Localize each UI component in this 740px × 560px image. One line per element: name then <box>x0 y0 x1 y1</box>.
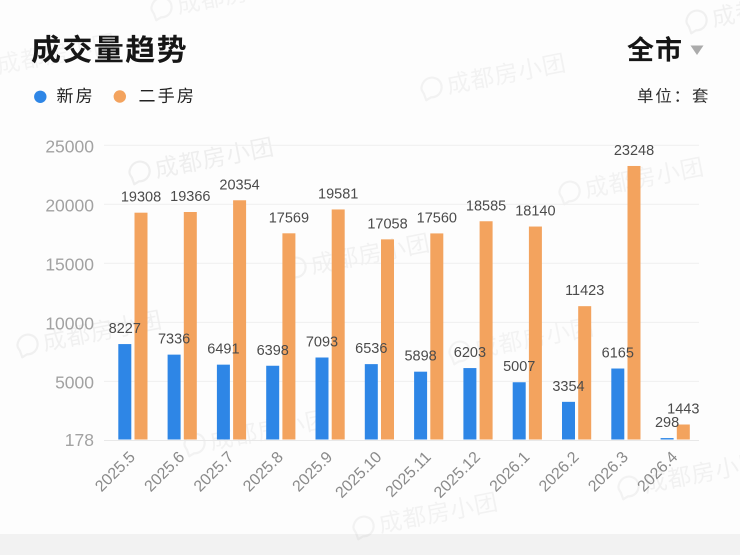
svg-text:18140: 18140 <box>515 204 555 220</box>
svg-text:1443: 1443 <box>667 402 699 418</box>
svg-text:18585: 18585 <box>466 198 506 214</box>
svg-text:178: 178 <box>65 430 94 450</box>
svg-text:23248: 23248 <box>614 143 654 159</box>
svg-text:298: 298 <box>655 415 679 431</box>
svg-text:11423: 11423 <box>565 283 604 299</box>
svg-text:3354: 3354 <box>552 379 584 395</box>
svg-text:19308: 19308 <box>121 190 161 206</box>
svg-text:15000: 15000 <box>45 255 94 275</box>
svg-text:10000: 10000 <box>45 314 94 334</box>
svg-text:5000: 5000 <box>55 373 94 393</box>
svg-text:5007: 5007 <box>503 359 535 375</box>
svg-text:20000: 20000 <box>45 196 94 216</box>
svg-text:19581: 19581 <box>318 186 358 202</box>
svg-text:6203: 6203 <box>454 345 486 361</box>
svg-text:6536: 6536 <box>355 341 387 357</box>
svg-text:7336: 7336 <box>158 332 190 348</box>
svg-text:17569: 17569 <box>269 210 309 226</box>
svg-text:19366: 19366 <box>170 189 210 205</box>
svg-text:6165: 6165 <box>602 346 634 362</box>
svg-text:6398: 6398 <box>257 343 289 359</box>
svg-text:25000: 25000 <box>45 137 94 157</box>
svg-text:17058: 17058 <box>367 216 407 232</box>
svg-text:5898: 5898 <box>404 349 436 365</box>
svg-text:7093: 7093 <box>306 335 338 351</box>
svg-text:17560: 17560 <box>417 210 457 226</box>
svg-text:8227: 8227 <box>109 321 141 337</box>
svg-text:20354: 20354 <box>219 177 259 193</box>
svg-text:6491: 6491 <box>207 342 239 358</box>
